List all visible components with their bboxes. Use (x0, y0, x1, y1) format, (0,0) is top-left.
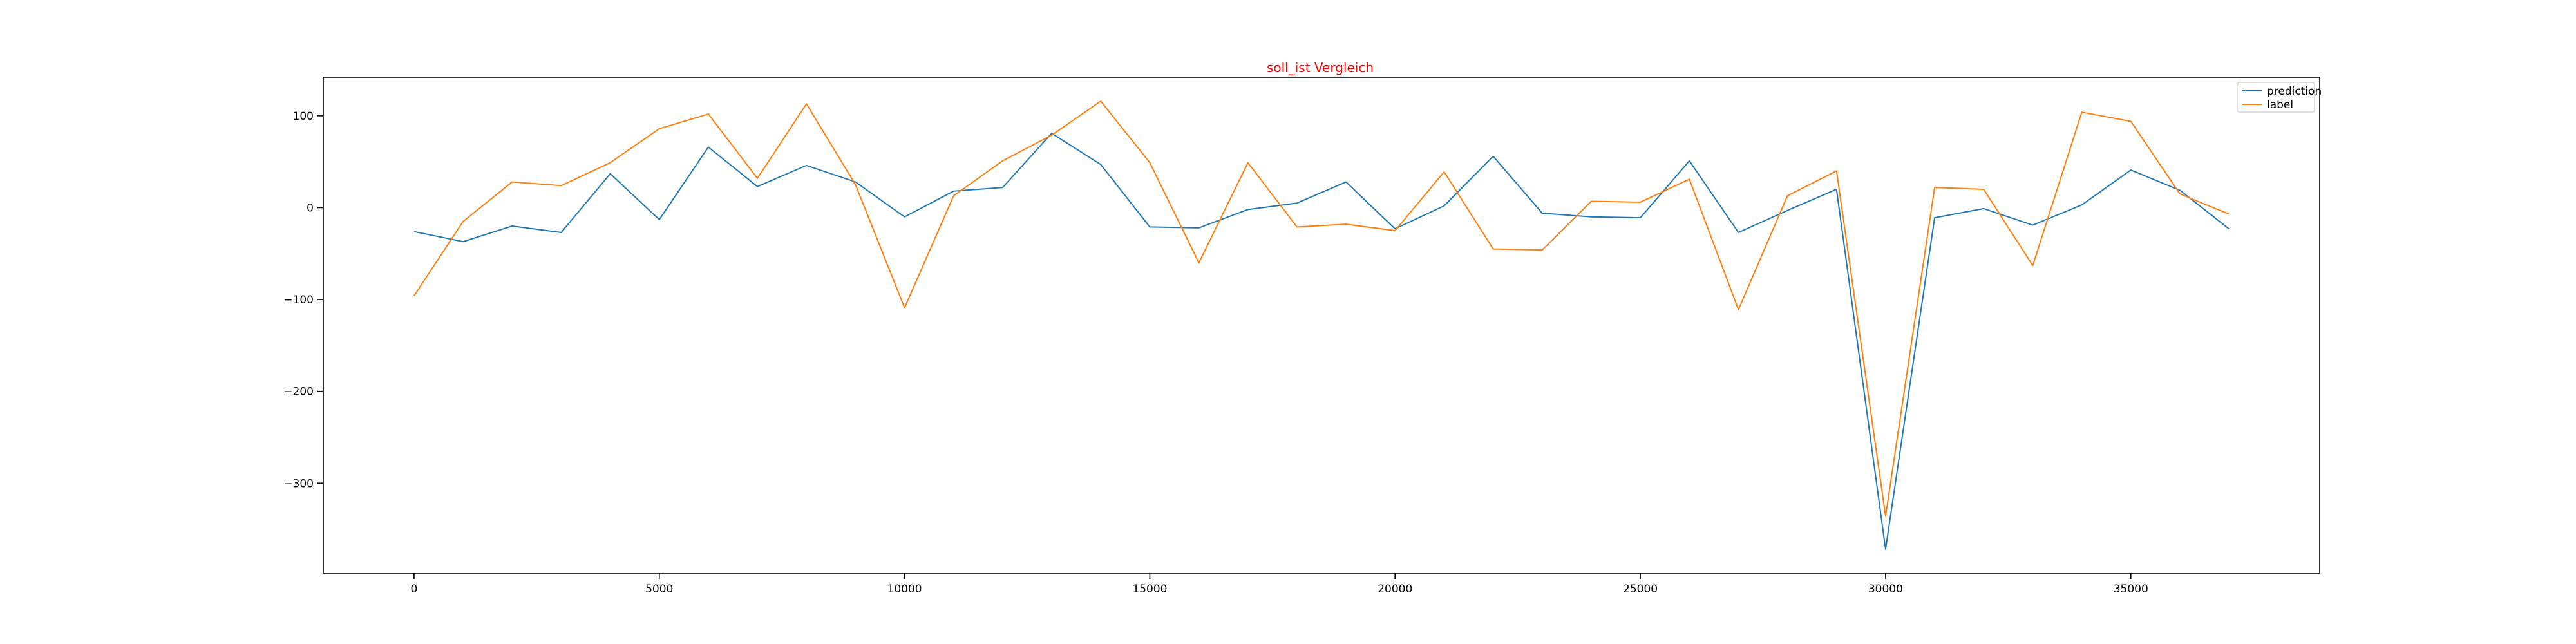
series-group (413, 100, 2230, 550)
plot-area (323, 77, 2320, 574)
plot-frame (323, 77, 2320, 574)
x-tick-label: 25000 (1623, 583, 1658, 596)
legend: prediction label (2237, 82, 2322, 113)
x-tick-label: 15000 (1132, 583, 1167, 596)
x-tick-label: 10000 (887, 583, 922, 596)
x-axis: 0 5000 10000 15000 20000 25000 30000 35000 (410, 573, 2148, 596)
y-tick-label: −100 (283, 294, 314, 307)
x-tick-label: 0 (410, 583, 417, 596)
series-line-label (413, 100, 2230, 517)
x-tick-label: 35000 (2114, 583, 2148, 596)
y-tick-label: 0 (307, 202, 314, 214)
y-tick-label: 100 (293, 110, 314, 123)
x-tick-label: 5000 (645, 583, 673, 596)
series-line-prediction (413, 132, 2230, 550)
y-axis: 100 0 −100 −200 −300 (283, 110, 323, 490)
y-tick-label: −200 (283, 386, 314, 399)
chart-title: soll_ist Vergleich (1267, 60, 1374, 75)
legend-label-prediction: prediction (2267, 85, 2322, 98)
y-tick-label: −300 (283, 477, 314, 490)
x-tick-label: 20000 (1378, 583, 1412, 596)
x-tick-label: 30000 (1868, 583, 1903, 596)
legend-label-label: label (2267, 99, 2293, 111)
